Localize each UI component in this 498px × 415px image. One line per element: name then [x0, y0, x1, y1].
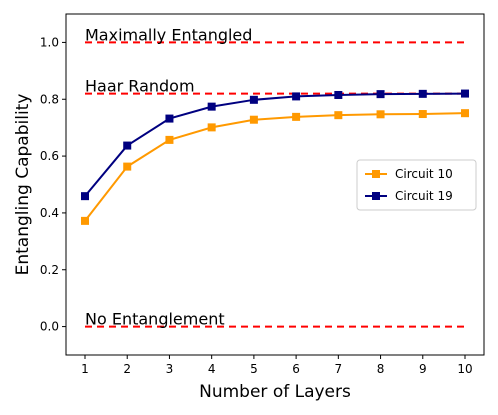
x-axis-title: Number of Layers: [199, 382, 351, 402]
x-tick-label: 7: [335, 362, 343, 376]
reference-line-label: Maximally Entangled: [85, 25, 252, 44]
data-point-marker: [207, 123, 216, 132]
x-tick-label: 1: [81, 362, 89, 376]
legend-swatch-marker: [372, 170, 380, 178]
x-tick-label: 5: [250, 362, 258, 376]
x-tick-label: 3: [166, 362, 174, 376]
data-point-marker: [292, 112, 301, 121]
data-point-marker: [207, 102, 216, 111]
reference-lines: Maximally Entangled Haar Random No Entangl…: [85, 25, 465, 329]
series-line: [84, 112, 466, 222]
data-point-marker: [249, 95, 258, 104]
series-line: [84, 92, 466, 197]
y-tick-label: 0.2: [40, 263, 59, 277]
series-layer: [81, 89, 469, 225]
data-point-marker: [461, 109, 469, 118]
x-tick-label: 8: [377, 362, 385, 376]
x-tick-label: 2: [123, 362, 131, 376]
axes: [65, 13, 485, 356]
y-axis-ticks: 0.0 0.2 0.4 0.6 0.8 1.0: [40, 35, 66, 334]
legend-label: Circuit 10: [395, 167, 453, 181]
y-tick-label: 0.0: [40, 320, 59, 334]
data-point-marker: [165, 135, 174, 144]
data-point-marker: [292, 92, 301, 101]
legend-swatch-marker: [372, 192, 380, 200]
data-point-marker: [334, 111, 343, 120]
reference-line-label: No Entanglement: [85, 310, 225, 329]
data-point-marker: [418, 89, 427, 98]
plot-frame: [65, 13, 485, 356]
y-tick-label: 1.0: [40, 35, 59, 49]
x-tick-label: 10: [457, 362, 472, 376]
data-point-marker: [461, 89, 469, 98]
x-tick-label: 4: [208, 362, 216, 376]
data-point-marker: [418, 110, 427, 119]
data-point-marker: [81, 192, 89, 201]
legend-label: Circuit 19: [395, 189, 453, 203]
data-point-marker: [334, 90, 343, 99]
data-point-marker: [376, 110, 385, 119]
x-tick-label: 6: [292, 362, 300, 376]
legend: Circuit 10 Circuit 19: [356, 159, 477, 211]
y-tick-label: 0.4: [40, 206, 59, 220]
data-point-marker: [123, 141, 132, 150]
data-point-marker: [376, 90, 385, 99]
x-tick-label: 9: [419, 362, 427, 376]
data-point-marker: [81, 216, 89, 225]
legend-box: [356, 159, 477, 211]
data-point-marker: [165, 114, 174, 123]
y-tick-label: 0.8: [40, 92, 59, 106]
data-point-marker: [249, 115, 258, 124]
reference-line-label: Haar Random: [85, 77, 195, 96]
x-axis-ticks: 1 2 3 4 5 6 7 8 9 10: [81, 355, 473, 376]
y-tick-label: 0.6: [40, 149, 59, 163]
data-point-marker: [123, 162, 132, 171]
y-axis-title: Entangling Capability: [13, 94, 33, 276]
